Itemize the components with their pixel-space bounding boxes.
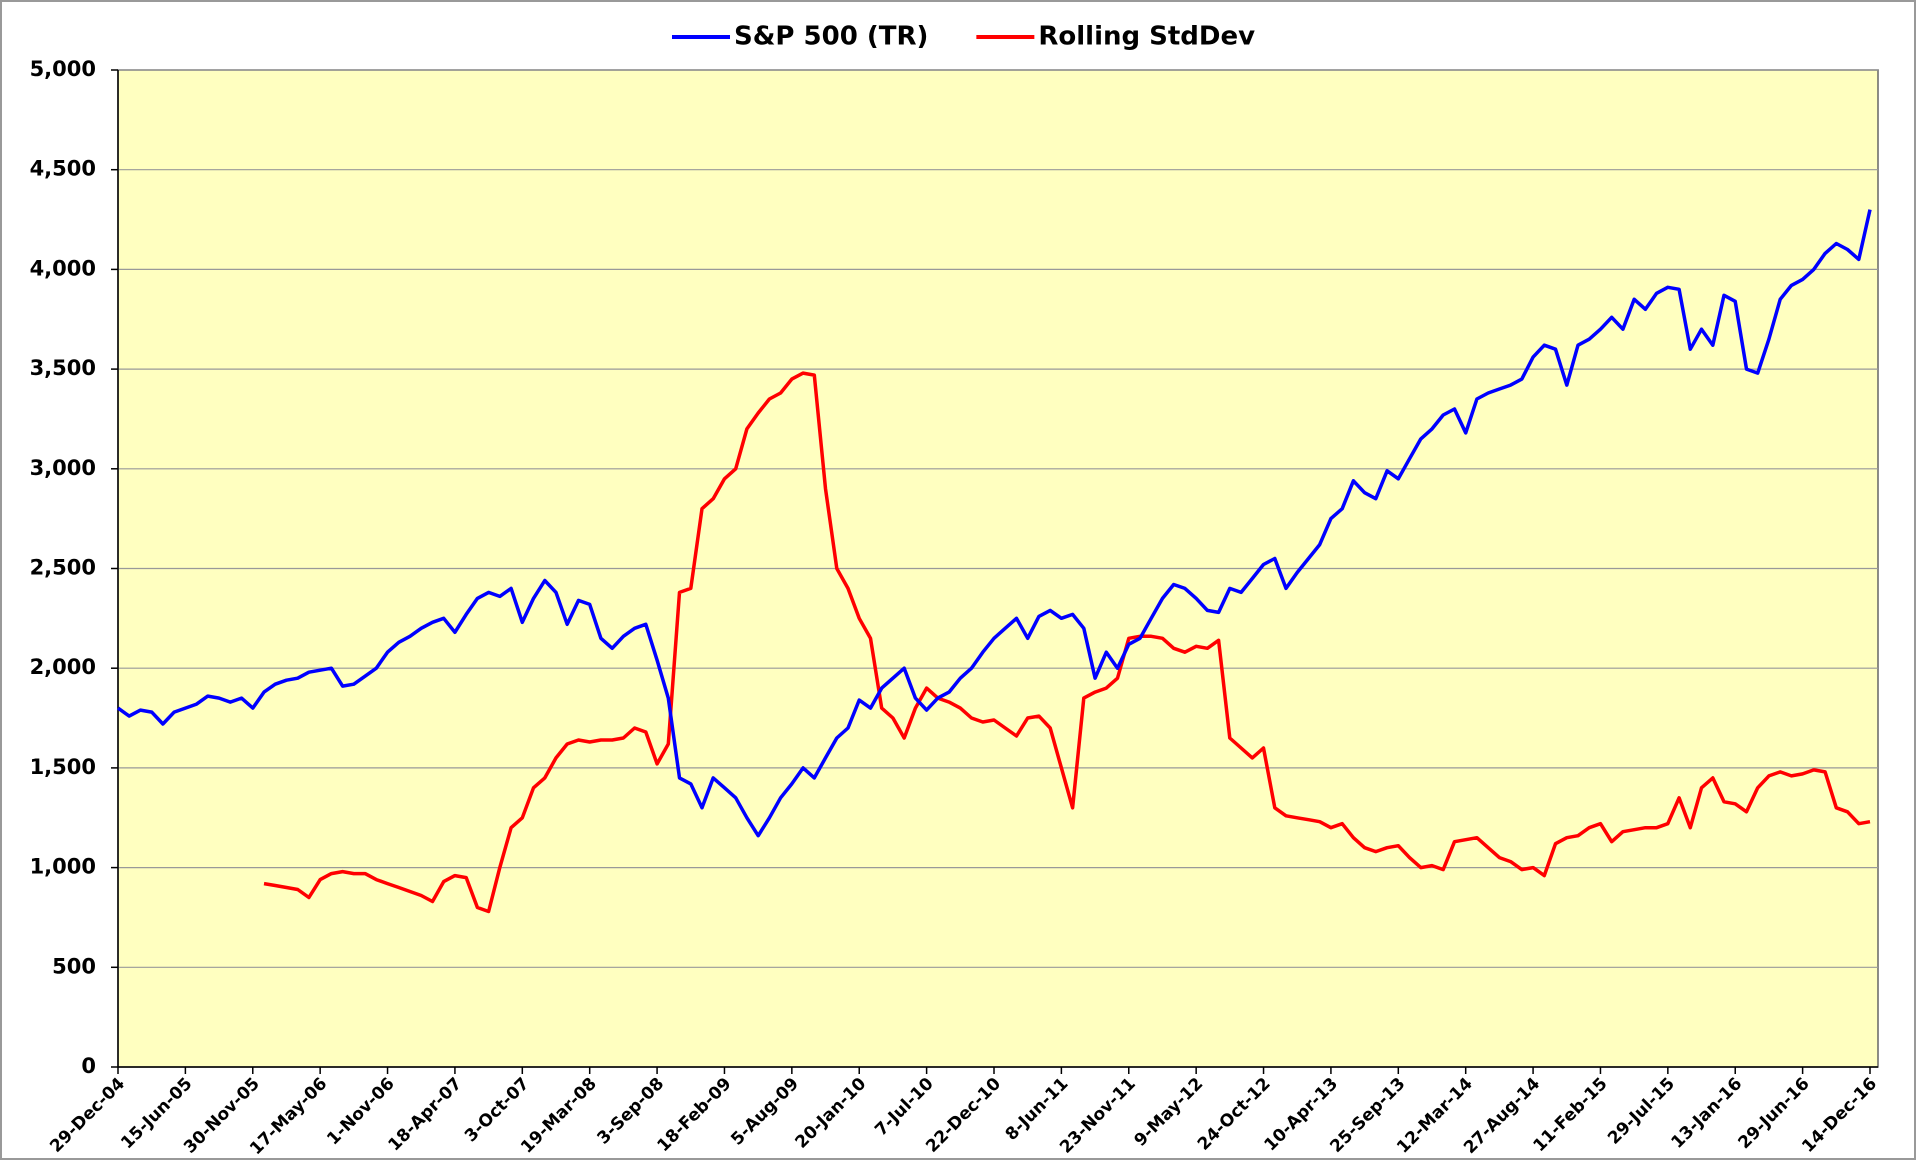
y-tick-label: 1,500 xyxy=(30,755,96,779)
y-tick-label: 3,000 xyxy=(30,456,96,480)
legend-label: Rolling StdDev xyxy=(1038,22,1255,52)
y-tick-label: 5,000 xyxy=(30,57,96,81)
legend-label: S&P 500 (TR) xyxy=(734,22,928,52)
y-tick-label: 3,500 xyxy=(30,356,96,380)
y-tick-label: 0 xyxy=(81,1054,96,1078)
y-tick-label: 2,000 xyxy=(30,655,96,679)
y-tick-label: 500 xyxy=(52,954,96,978)
series-line xyxy=(116,209,1872,838)
y-tick-label: 1,000 xyxy=(30,855,96,879)
y-tick-label: 4,000 xyxy=(30,256,96,280)
series-line xyxy=(263,371,1871,914)
y-tick-label: 2,500 xyxy=(30,556,96,580)
y-tick-label: 4,500 xyxy=(30,157,96,181)
